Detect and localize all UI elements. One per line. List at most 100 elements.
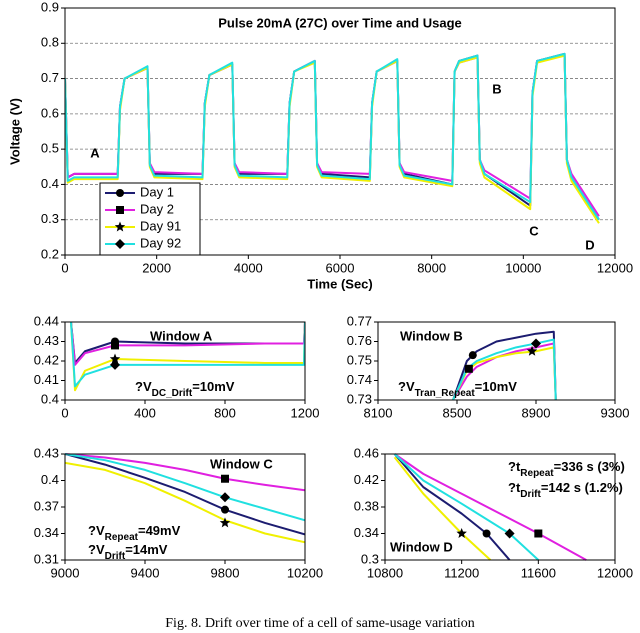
- y-tick-label: 0.73: [347, 391, 372, 406]
- annotation: ?tDrift=142 s (1.2%): [508, 480, 623, 500]
- marker: [534, 529, 543, 538]
- x-tick-label: 8500: [443, 405, 472, 420]
- marker: [456, 528, 467, 538]
- series-line: [393, 456, 492, 561]
- y-tick-label: 0.75: [347, 352, 372, 367]
- series-group: [70, 321, 305, 392]
- marker: [111, 341, 119, 350]
- plot-frame: [64, 7, 616, 256]
- plot-frame: [377, 321, 616, 401]
- annotation-sub: DC_Drift: [152, 388, 193, 399]
- annotation: ?VDC_Drift=10mV: [135, 379, 235, 399]
- series-line: [65, 453, 305, 492]
- marker: [468, 351, 477, 360]
- y-axis-label: Voltage (V): [7, 98, 22, 165]
- annotation-part: ?V: [135, 379, 152, 394]
- x-tick-label: 0: [61, 260, 68, 275]
- y-tick-label: 0.4: [41, 391, 59, 406]
- plot-frame: [64, 453, 306, 561]
- annotation-part: ?V: [88, 523, 105, 538]
- chart-title: Window C: [210, 456, 273, 471]
- annotation: ?tRepeat=336 s (3%): [508, 459, 625, 479]
- plot-area: [385, 454, 615, 560]
- marker: [114, 221, 126, 232]
- plot-frame: [64, 321, 306, 401]
- series-line: [65, 461, 305, 544]
- y-tick-label: 0.42: [354, 472, 379, 487]
- y-tick-label: 0.38: [354, 498, 379, 513]
- marker: [219, 517, 231, 528]
- x-axis-label: Time (Sec): [307, 276, 373, 291]
- y-tick-label: 0.2: [41, 246, 59, 261]
- y-tick-label: 0.46: [354, 445, 379, 460]
- annotation: ?VDrift=14mV: [88, 542, 168, 562]
- series-line: [70, 321, 305, 392]
- y-tick-label: 0.3: [361, 551, 379, 566]
- x-tick-label: 9800: [211, 565, 240, 580]
- marker: [220, 492, 230, 503]
- series-line: [394, 453, 587, 561]
- marker: [221, 474, 229, 483]
- y-tick-label: 0.7: [41, 70, 59, 85]
- x-tick-label: 4000: [234, 260, 263, 275]
- y-tick-label: 0.31: [34, 551, 59, 566]
- legend-label: Day 2: [140, 201, 174, 216]
- y-tick-label: 0.4: [41, 176, 59, 191]
- annotation-sub: Drift: [520, 489, 541, 500]
- marker: [116, 206, 124, 214]
- series-line: [65, 52, 600, 221]
- callout-label: D: [585, 237, 594, 252]
- x-tick-label: 10800: [367, 565, 403, 580]
- y-tick-label: 0.41: [34, 372, 59, 387]
- series-group: [65, 52, 600, 224]
- y-tick-label: 0.43: [34, 333, 59, 348]
- x-tick-label: 11200: [444, 565, 479, 580]
- y-tick-label: 0.74: [347, 372, 372, 387]
- caption: Fig. 8. Drift over time of a cell of sam…: [165, 616, 474, 631]
- y-tick-label: 0.4: [41, 472, 59, 487]
- legend-label: Day 92: [140, 235, 181, 250]
- legend-label: Day 1: [140, 184, 174, 199]
- marker: [531, 338, 541, 349]
- marker: [526, 345, 538, 356]
- plot-area: [65, 454, 305, 560]
- annotation-part: =336 s (3%): [554, 459, 625, 474]
- y-tick-label: 0.42: [34, 352, 59, 367]
- series-group: [65, 453, 305, 544]
- series-group: [393, 453, 587, 561]
- x-tick-label: 10200: [287, 565, 323, 580]
- y-tick-label: 0.34: [34, 525, 59, 540]
- y-tick-label: 0.34: [354, 525, 379, 540]
- x-tick-label: 2000: [142, 260, 171, 275]
- marker: [109, 353, 121, 364]
- marker: [115, 239, 125, 249]
- y-tick-label: 0.77: [347, 313, 372, 328]
- series-line: [70, 321, 305, 388]
- plot-area: [378, 322, 615, 400]
- annotation-part: ?t: [508, 480, 521, 495]
- annotation-part: ?V: [398, 379, 415, 394]
- y-tick-label: 0.3: [41, 211, 59, 226]
- y-tick-label: 0.44: [34, 313, 59, 328]
- annotation-sub: Drift: [105, 551, 126, 562]
- y-tick-label: 0.43: [34, 445, 59, 460]
- marker: [221, 505, 229, 514]
- x-tick-label: 400: [134, 405, 156, 420]
- y-tick-label: 0.6: [41, 105, 59, 120]
- marker: [504, 528, 515, 539]
- x-tick-label: 8000: [417, 260, 446, 275]
- annotation-part: =142 s (1.2%): [541, 480, 623, 495]
- plot-frame: [384, 453, 616, 561]
- annotation-part: =10mV: [475, 379, 518, 394]
- marker: [116, 189, 124, 197]
- marker: [482, 529, 491, 538]
- x-tick-label: 9400: [131, 565, 160, 580]
- annotation-part: =14mV: [125, 542, 168, 557]
- series-line: [452, 330, 557, 401]
- chart-title: Window B: [400, 328, 463, 343]
- marker: [110, 359, 120, 370]
- chart-title: Window D: [390, 539, 453, 554]
- x-tick-label: 8100: [364, 405, 393, 420]
